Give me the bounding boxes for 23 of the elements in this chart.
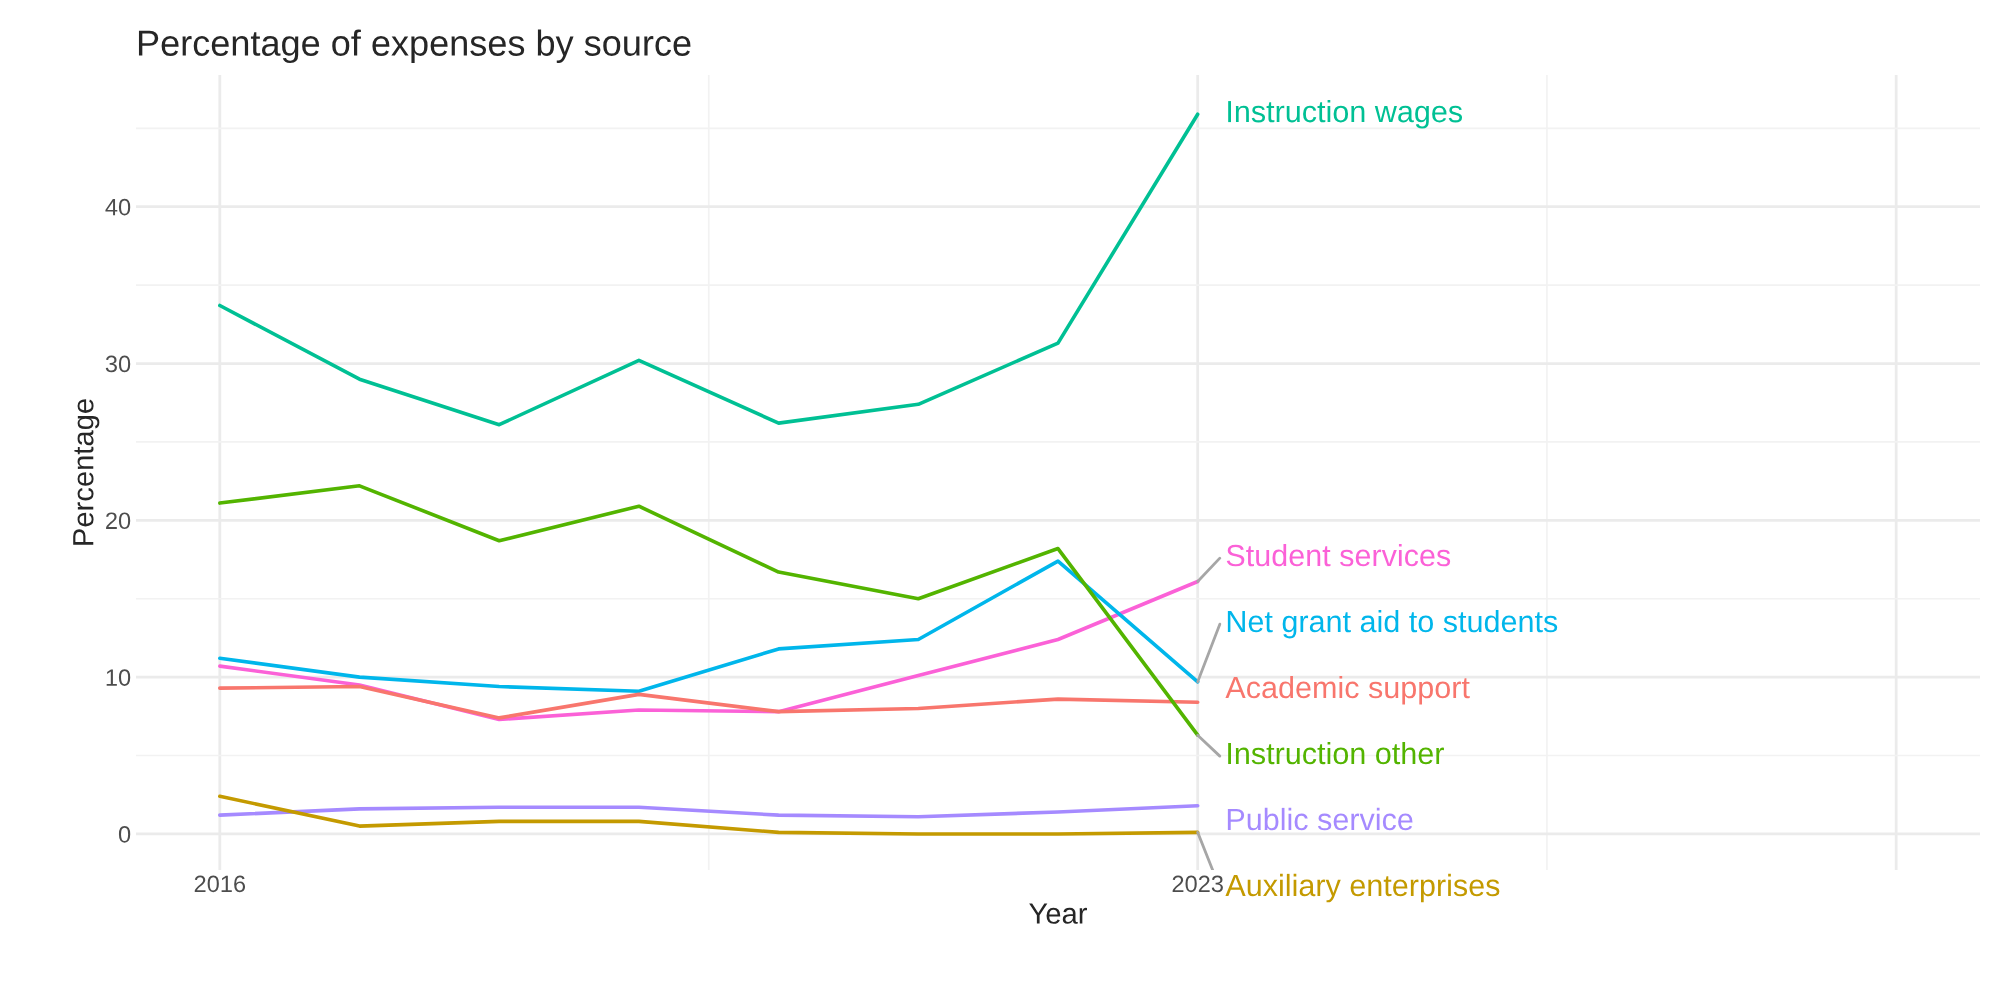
line-series (218, 484, 1200, 737)
series-label: Net grant aid to students (1227, 609, 1558, 639)
y-axis-title: Percentage (73, 399, 100, 545)
y-tick-label: 40 (105, 198, 131, 216)
series-label: Student services (1226, 543, 1451, 567)
x-tick-label: 2023 (1172, 875, 1223, 893)
line-series (218, 684, 1200, 720)
y-tick-label: 20 (106, 512, 131, 530)
series-label: Auxiliary enterprises (1225, 873, 1500, 903)
chart-title: Percentage of expenses by source (138, 29, 691, 64)
series-label: Academic support (1225, 675, 1470, 705)
y-tick-label: 30 (105, 355, 131, 373)
line-series (218, 559, 1200, 694)
x-tick-label: 2016 (194, 875, 246, 893)
line-series (218, 112, 1200, 427)
line-series (218, 794, 1200, 836)
y-tick-label: 10 (106, 669, 131, 686)
series-label: Instruction wages (1228, 99, 1463, 129)
line-series (218, 803, 1200, 819)
series-label: Public service (1227, 807, 1413, 831)
x-axis-title: Year (1029, 903, 1087, 924)
series-label: Instruction other (1228, 741, 1444, 765)
y-tick-label: 0 (118, 826, 131, 843)
